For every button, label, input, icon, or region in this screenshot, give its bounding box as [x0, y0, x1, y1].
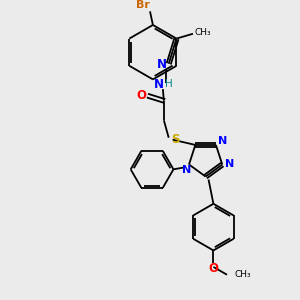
Text: CH₃: CH₃ — [195, 28, 211, 37]
Text: N: N — [218, 136, 227, 146]
Text: H: H — [165, 79, 172, 89]
Text: O: O — [208, 262, 218, 275]
Text: O: O — [136, 89, 146, 102]
Text: N: N — [154, 78, 164, 91]
Text: CH₃: CH₃ — [235, 270, 251, 279]
Text: N: N — [157, 58, 167, 71]
Text: N: N — [182, 165, 192, 175]
Text: S: S — [171, 133, 180, 146]
Text: Br: Br — [136, 0, 150, 11]
Text: N: N — [225, 160, 235, 170]
